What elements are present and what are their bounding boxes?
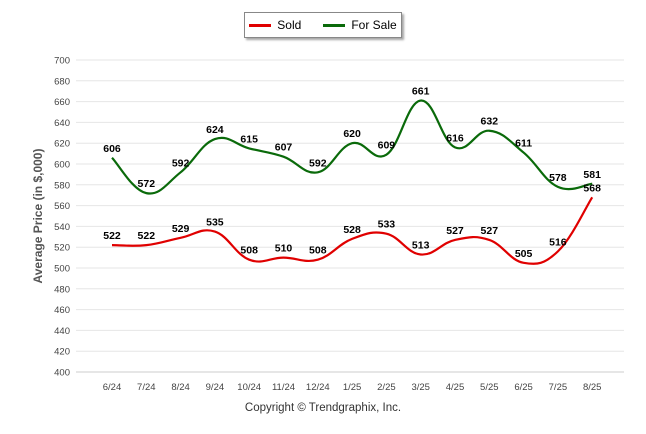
- x-tick-label: 7/24: [137, 382, 156, 393]
- grid-lines: [76, 59, 624, 373]
- data-label-for-sale: 661: [412, 86, 430, 98]
- data-label-for-sale: 607: [275, 142, 293, 154]
- y-tick-label: 640: [54, 118, 70, 129]
- series-lines: [111, 99, 594, 265]
- data-label-sold: 529: [172, 223, 190, 235]
- data-label-for-sale: 624: [206, 124, 224, 136]
- y-tick-label: 400: [54, 368, 70, 379]
- x-tick-label: 6/24: [103, 382, 122, 393]
- x-tick-label: 7/25: [549, 382, 568, 393]
- y-tick-label: 580: [54, 180, 70, 191]
- data-label-sold: 527: [446, 225, 464, 237]
- y-axis-title: Average Price (in $,000): [31, 149, 45, 284]
- legend-entry-sold: Sold: [249, 18, 301, 32]
- chart-legend: Sold For Sale: [244, 12, 402, 38]
- x-tick-label: 10/24: [237, 382, 261, 393]
- data-label-for-sale: 592: [172, 157, 190, 169]
- data-label-sold: 508: [240, 245, 258, 257]
- data-label-for-sale: 592: [309, 157, 327, 169]
- y-axis-ticks: 400 420 440 460 480 500 520 540 560 580 600 620 640 6…: [54, 56, 70, 379]
- data-label-sold: 527: [481, 225, 499, 237]
- data-label-for-sale: 578: [549, 172, 567, 184]
- legend-swatch-sold: [249, 23, 272, 27]
- x-tick-label: 11/24: [272, 382, 295, 393]
- y-tick-label: 420: [54, 347, 70, 358]
- x-tick-label: 8/25: [583, 382, 602, 393]
- legend-label-for-sale: For Sale: [351, 18, 397, 32]
- data-label-sold: 568: [583, 182, 601, 194]
- data-label-sold: 516: [549, 236, 567, 248]
- x-tick-label: 4/25: [446, 382, 465, 393]
- data-label-for-sale: 581: [583, 169, 601, 181]
- data-label-sold: 510: [275, 243, 293, 255]
- y-tick-label: 660: [54, 97, 70, 108]
- data-label-sold: 522: [138, 230, 156, 242]
- y-tick-label: 440: [54, 326, 70, 337]
- data-labels: 522 522 529 535 508 510 508 528 533 513 527 527 505 5…: [103, 86, 601, 260]
- x-tick-label: 5/25: [480, 382, 499, 393]
- series-line-sold: [111, 196, 594, 265]
- legend-label-sold: Sold: [277, 18, 302, 32]
- y-tick-label: 700: [54, 56, 70, 67]
- x-tick-label: 6/25: [514, 382, 533, 393]
- x-tick-label: 2/25: [377, 382, 396, 393]
- data-label-for-sale: 620: [343, 128, 361, 140]
- data-label-sold: 508: [309, 245, 327, 257]
- x-axis-ticks: 6/24 7/24 8/24 9/24 10/24 11/24 12/24 1/25 2/25 3…: [103, 382, 602, 393]
- data-label-sold: 513: [412, 239, 430, 251]
- y-tick-label: 560: [54, 201, 70, 212]
- data-label-sold: 533: [378, 219, 396, 231]
- data-label-for-sale: 606: [103, 143, 121, 155]
- y-tick-label: 480: [54, 284, 70, 295]
- data-label-for-sale: 609: [378, 140, 396, 152]
- series-line-for-sale: [111, 99, 593, 195]
- x-tick-label: 9/24: [206, 382, 225, 393]
- legend-entry-for-sale: For Sale: [323, 18, 397, 32]
- data-label-for-sale: 632: [481, 116, 499, 128]
- y-tick-label: 520: [54, 243, 70, 254]
- y-tick-label: 680: [54, 76, 70, 87]
- y-tick-label: 460: [54, 305, 70, 316]
- data-label-for-sale: 611: [515, 138, 532, 150]
- data-label-sold: 522: [103, 230, 121, 242]
- y-tick-label: 540: [54, 222, 70, 233]
- data-label-for-sale: 616: [446, 132, 464, 144]
- y-tick-label: 500: [54, 264, 70, 275]
- legend-swatch-for-sale: [323, 23, 346, 27]
- data-label-for-sale: 615: [240, 133, 258, 145]
- data-label-sold: 505: [515, 248, 533, 260]
- copyright-text: Copyright © Trendgraphix, Inc.: [244, 402, 402, 414]
- x-tick-label: 3/25: [411, 382, 430, 393]
- data-label-sold: 528: [343, 224, 361, 236]
- data-label-for-sale: 572: [138, 178, 156, 190]
- y-tick-label: 620: [54, 139, 70, 150]
- x-tick-label: 1/25: [343, 382, 362, 393]
- x-tick-label: 8/24: [171, 382, 190, 393]
- y-tick-label: 600: [54, 160, 70, 171]
- x-tick-label: 12/24: [306, 382, 330, 393]
- data-label-sold: 535: [206, 217, 224, 229]
